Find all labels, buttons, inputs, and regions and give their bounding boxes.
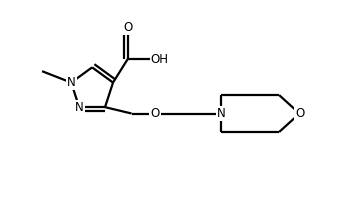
Text: N: N <box>217 107 226 120</box>
Text: O: O <box>295 107 304 120</box>
Text: O: O <box>150 107 159 120</box>
Text: OH: OH <box>151 53 169 66</box>
Text: N: N <box>75 101 83 114</box>
Text: O: O <box>123 21 132 34</box>
Text: N: N <box>67 76 76 89</box>
